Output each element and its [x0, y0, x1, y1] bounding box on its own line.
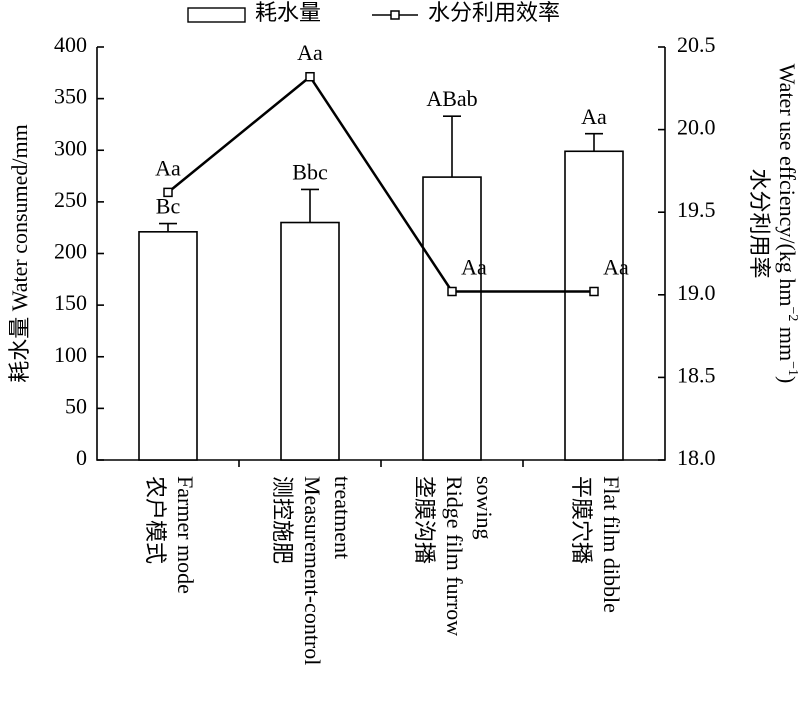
x-tick-label: 测控施肥: [270, 476, 295, 564]
y2-tick-label: 20.0: [677, 115, 716, 140]
x-tick-label: 垄膜沟播: [412, 476, 437, 564]
y-tick-label: 100: [54, 342, 87, 367]
legend-marker: [390, 10, 400, 20]
y2-tick-label: 19.5: [677, 197, 716, 222]
bar: [564, 150, 624, 461]
bar: [422, 176, 482, 461]
y2-axis-label: Water use effciency/(kg hm−2 mm−1): [775, 64, 800, 384]
y-tick-label: 0: [76, 445, 87, 470]
y-tick-label: 200: [54, 239, 87, 264]
line: [167, 74, 594, 293]
y2-tick-label: 20.5: [677, 32, 716, 57]
y2-axis-label-part: Water use effciency/(kg hm: [775, 64, 800, 307]
marker: [305, 71, 315, 82]
x-tick-label: sowing: [472, 476, 497, 540]
y-tick-label: 50: [65, 393, 87, 418]
x-tick-label: Measurement-control: [300, 476, 325, 665]
significance-label: Aa: [155, 155, 181, 180]
marker: [589, 286, 599, 297]
significance-label: Bc: [156, 194, 181, 219]
y-axis-label: 耗水量 Water consumed/mm: [7, 124, 32, 383]
bar: [280, 221, 340, 461]
y2-tick-label: 18.5: [677, 362, 716, 387]
y2-axis-label-part: mm: [775, 321, 800, 361]
marker: [447, 286, 457, 297]
legend-label: 水分利用效率: [428, 0, 560, 25]
significance-label: Aa: [581, 104, 607, 129]
y-tick-label: 150: [54, 290, 87, 315]
x-tick-label: 农户模式: [143, 476, 168, 564]
x-tick-label: 平膜穴播: [569, 476, 594, 564]
significance-label: Bbc: [292, 160, 328, 185]
y2-axis-label-part: −1: [785, 361, 800, 376]
y2-axis-label: 水分利用率: [747, 168, 772, 278]
x-tick-label: Farmer mode: [173, 476, 198, 594]
y2-tick-label: 18.0: [677, 445, 716, 470]
legend-label: 耗水量: [255, 0, 321, 25]
x-tick-label: treatment: [330, 476, 355, 559]
y-tick-label: 350: [54, 84, 87, 109]
y-tick-label: 300: [54, 135, 87, 160]
bar: [138, 231, 198, 461]
x-tick-label: Flat film dibble: [599, 476, 624, 613]
y-tick-label: 400: [54, 32, 87, 57]
legend-swatch: [187, 7, 246, 23]
significance-label: Aa: [603, 255, 629, 280]
y2-axis-label-part: ): [775, 376, 800, 383]
y2-axis-label-part: −2: [785, 306, 800, 321]
significance-label: Aa: [297, 40, 323, 65]
x-tick-label: Ridge film furrow: [442, 476, 467, 636]
marker: [163, 187, 173, 198]
y-tick-label: 250: [54, 187, 87, 212]
significance-label: ABab: [426, 86, 477, 111]
significance-label: Aa: [461, 255, 487, 280]
y2-tick-label: 19.0: [677, 280, 716, 305]
